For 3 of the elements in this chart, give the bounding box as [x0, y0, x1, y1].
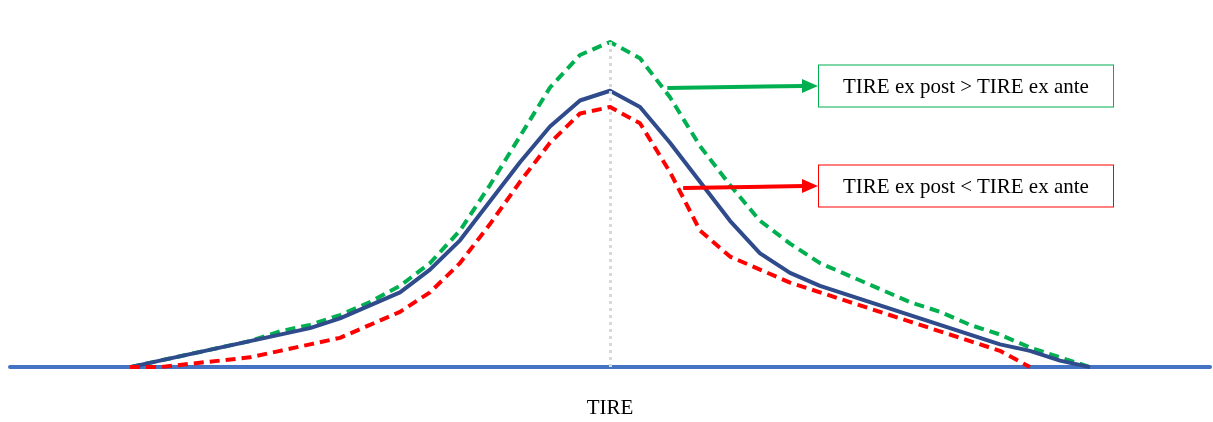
- annotation: TIRE ex post > TIRE ex ante: [818, 64, 1114, 108]
- annotation: TIRE ex post < TIRE ex ante: [818, 164, 1114, 208]
- x-axis-title: TIRE: [586, 394, 634, 419]
